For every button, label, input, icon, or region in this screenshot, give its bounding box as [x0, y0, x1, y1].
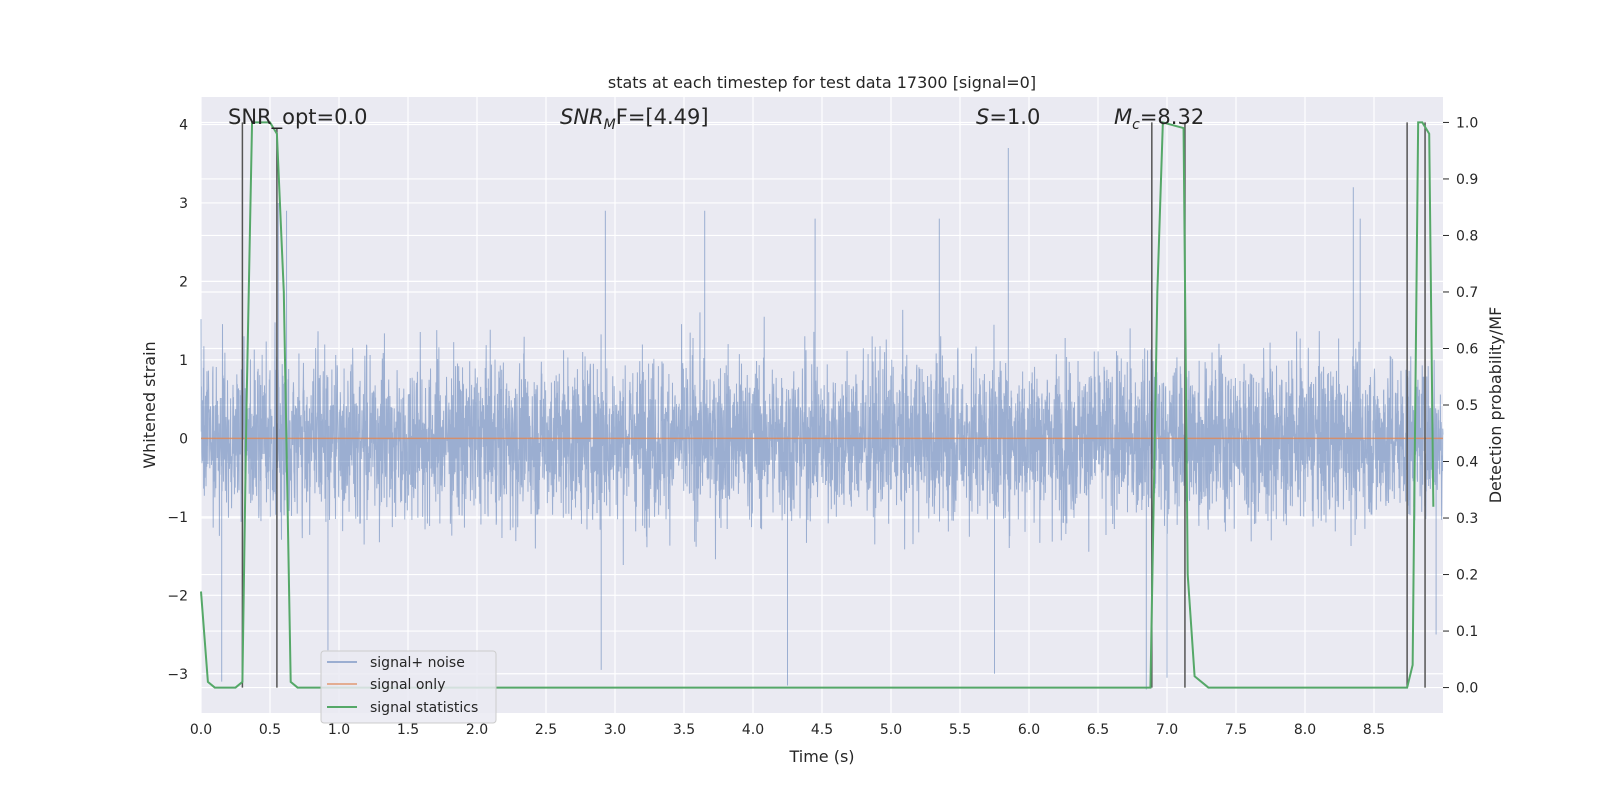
y-axis-label: Whitened strain [140, 341, 159, 468]
y2-tick-label: 0.9 [1456, 172, 1478, 188]
chart-title: stats at each timestep for test data 173… [608, 73, 1036, 92]
x-tick-label: 8.0 [1294, 722, 1316, 738]
y2-tick-label: 0.0 [1456, 681, 1478, 697]
y2-tick-label: 1.0 [1456, 115, 1478, 131]
annotation-mc: Mc=8.32 [1114, 105, 1204, 133]
y2-tick-label: 0.8 [1456, 228, 1478, 244]
y2-tick-label: 0.7 [1456, 285, 1478, 301]
y2-tick-label: 0.5 [1456, 398, 1478, 414]
x-tick-label: 0.0 [190, 722, 212, 738]
annotation-s: S=1.0 [976, 105, 1040, 129]
x-tick-label: 6.0 [1018, 722, 1040, 738]
y-tick-label: −1 [167, 510, 188, 526]
y-tick-label: 3 [179, 196, 188, 212]
series-signal-statistics [200, 121, 1435, 689]
y-tick-label: 2 [179, 274, 188, 290]
legend-label-signal-statistics: signal statistics [370, 700, 478, 716]
y-tick-label: −2 [167, 588, 188, 604]
y-tick-label: 4 [179, 117, 188, 133]
y2-axis-label: Detection probability/MF [1486, 307, 1505, 504]
x-tick-label: 1.0 [328, 722, 350, 738]
annotation-snr-mf-sub: M [604, 117, 616, 133]
x-tick-label: 3.0 [604, 722, 626, 738]
annotation-s-sym: S [976, 105, 989, 129]
x-tick-label: 3.5 [673, 722, 695, 738]
annotation-mc-base: M [1114, 105, 1132, 129]
x-tick-label: 4.5 [811, 722, 833, 738]
x-tick-label: 5.5 [949, 722, 971, 738]
y2-tick-label: 0.4 [1456, 455, 1478, 471]
legend: signal+ noise signal only signal statist… [320, 650, 497, 724]
annotation-mc-sub: c [1132, 117, 1140, 133]
y2-tick-label: 0.6 [1456, 341, 1478, 357]
x-tick-label: 6.5 [1087, 722, 1109, 738]
annotation-mc-rest: =8.32 [1140, 105, 1204, 129]
annotation-snr-mf-tail: F=[4.49] [616, 105, 709, 129]
x-tick-label: 0.5 [259, 722, 281, 738]
legend-label-signal-noise: signal+ noise [370, 655, 465, 671]
y-tick-label: −3 [167, 667, 188, 683]
annotation-s-rest: =1.0 [989, 105, 1040, 129]
x-tick-label: 8.5 [1363, 722, 1385, 738]
legend-label-signal-only: signal only [370, 677, 445, 693]
annotation-snr-mf: SNRMF=[4.49] [560, 105, 709, 133]
x-tick-label: 1.5 [397, 722, 419, 738]
y2-axis-ticks: 0.0 0.1 0.2 0.3 0.4 0.5 0.6 0.7 0.8 0.9 1.0 [1443, 115, 1478, 697]
x-tick-label: 5.0 [880, 722, 902, 738]
series-signal-noise [200, 148, 1444, 690]
x-axis-label: Time (s) [788, 747, 854, 766]
x-axis-ticks: 0.0 0.5 1.0 1.5 2.0 2.5 3.0 3.5 4.0 4.5 5.0 5.5 6.0 6… [190, 722, 1385, 738]
y2-tick-label: 0.2 [1456, 568, 1478, 584]
legend-box [320, 650, 497, 724]
x-tick-label: 2.5 [535, 722, 557, 738]
x-tick-label: 2.0 [466, 722, 488, 738]
x-tick-label: 4.0 [742, 722, 764, 738]
signal-statistics-line [200, 121, 1435, 689]
annotation-snr-mf-base: SNR [560, 105, 604, 129]
y-axis-ticks: −3 −2 −1 0 1 2 3 4 [167, 117, 188, 682]
x-tick-label: 7.5 [1225, 722, 1247, 738]
signal-noise-line [200, 148, 1444, 690]
x-tick-label: 7.0 [1156, 722, 1178, 738]
annotation-snr-opt: SNR_opt=0.0 [228, 105, 368, 130]
y-tick-label: 0 [179, 431, 188, 447]
y2-tick-label: 0.3 [1456, 511, 1478, 527]
y2-tick-label: 0.1 [1456, 624, 1478, 640]
y-tick-label: 1 [179, 353, 188, 369]
